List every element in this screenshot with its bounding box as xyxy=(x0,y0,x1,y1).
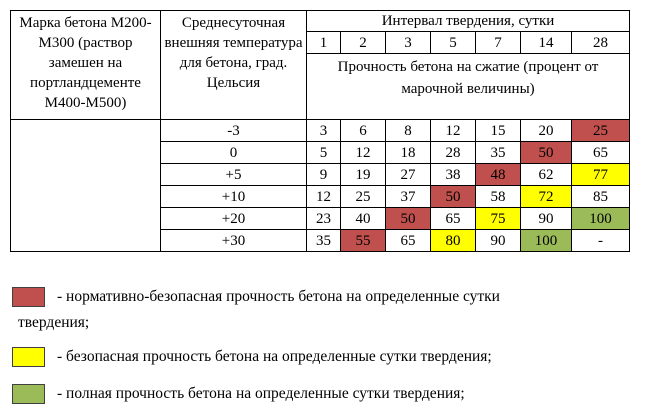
day-header-cell: 5 xyxy=(430,31,476,54)
strength-value-cell: 85 xyxy=(571,185,630,208)
strength-value-cell: 12 xyxy=(430,119,476,142)
temperature-cell: +30 xyxy=(160,229,307,252)
strength-value-cell: 50 xyxy=(430,185,476,208)
strength-value-cell: 28 xyxy=(430,141,476,164)
strength-header-row: Прочность бетона на сжатие (процент от м… xyxy=(11,53,630,120)
strength-value-cell: - xyxy=(571,229,630,252)
strength-value-cell: 25 xyxy=(571,119,630,142)
strength-value-cell: 18 xyxy=(385,141,431,164)
strength-value-cell: 6 xyxy=(340,119,386,142)
table-row: +30 35 55 65 80 90 100- xyxy=(11,229,630,252)
legend-red-text: - нормативно-безопасная прочность бетона… xyxy=(57,288,500,305)
temperature-cell: 0 xyxy=(160,141,307,164)
strength-value-cell: 27 xyxy=(385,163,431,186)
strength-value-cell: 35 xyxy=(306,229,341,252)
strength-value-cell: 50 xyxy=(520,141,572,164)
strength-value-cell: 77 xyxy=(571,163,630,186)
strength-value-cell: 62 xyxy=(520,163,572,186)
legend-red-text-cont: твердения; xyxy=(18,314,90,331)
strength-value-cell: 100 xyxy=(520,229,572,252)
strength-value-cell: 8 xyxy=(385,119,431,142)
strength-value-cell: 12 xyxy=(306,185,341,208)
strength-value-cell: 3 xyxy=(306,119,341,142)
red-swatch xyxy=(12,287,45,307)
temperature-cell: +5 xyxy=(160,163,307,186)
temperature-header: Среднесуточная внешняя температура для б… xyxy=(160,10,307,120)
strength-value-cell: 25 xyxy=(340,185,386,208)
day-header-cell: 14 xyxy=(520,31,572,54)
strength-value-cell: 9 xyxy=(306,163,341,186)
strength-value-cell: 72 xyxy=(520,185,572,208)
temperature-cell: -3 xyxy=(160,119,307,142)
temperature-cell: +10 xyxy=(160,185,307,208)
strength-value-cell: 19 xyxy=(340,163,386,186)
strength-value-cell: 58 xyxy=(475,185,521,208)
strength-value-cell: 90 xyxy=(475,229,521,252)
strength-value-cell: 12 xyxy=(340,141,386,164)
strength-value-cell: 50 xyxy=(385,207,431,230)
strength-value-cell: 35 xyxy=(475,141,521,164)
day-header-cell: 7 xyxy=(475,31,521,54)
header-row: Марка бетона М200-М300 (раствор замешен … xyxy=(10,10,630,120)
temperature-cell: +20 xyxy=(160,207,307,230)
green-swatch xyxy=(12,384,45,404)
concrete-grade-spacer xyxy=(10,119,161,252)
strength-value-cell: 80 xyxy=(430,229,476,252)
strength-value-cell: 65 xyxy=(430,207,476,230)
day-header-cell: 28 xyxy=(571,31,630,54)
days-row: 1 2 3 5 7 14 28 xyxy=(11,31,630,54)
strength-value-cell: 75 xyxy=(475,207,521,230)
strength-value-cell: 20 xyxy=(520,119,572,142)
concrete-grade-header: Марка бетона М200-М300 (раствор замешен … xyxy=(10,10,161,120)
strength-value-cell: 5 xyxy=(306,141,341,164)
strength-value-cell: 15 xyxy=(475,119,521,142)
strength-header: Прочность бетона на сжатие (процент от м… xyxy=(306,53,630,120)
table-body: Марка бетона М200-М300 (раствор замешен … xyxy=(10,10,630,252)
day-header-cell: 3 xyxy=(385,31,431,54)
strength-value-cell: 65 xyxy=(571,141,630,164)
strength-value-cell: 38 xyxy=(430,163,476,186)
concrete-strength-table: Марка бетона М200-М300 (раствор замешен … xyxy=(10,10,630,252)
strength-value-cell: 90 xyxy=(520,207,572,230)
strength-value-cell: 100 xyxy=(571,207,630,230)
strength-value-cell: 48 xyxy=(475,163,521,186)
day-header-cell: 1 xyxy=(306,31,341,54)
legend-green-text: - полная прочность бетона на определенны… xyxy=(57,385,465,402)
strength-value-cell: 23 xyxy=(306,207,341,230)
table-row: -3 3 6 8 12 15 20 25 xyxy=(10,119,630,252)
legend-yellow-text: - безопасная прочность бетона на определ… xyxy=(57,348,492,365)
strength-value-cell: 55 xyxy=(340,229,386,252)
strength-value-cell: 65 xyxy=(385,229,431,252)
strength-value-cell: 40 xyxy=(340,207,386,230)
day-header-cell: 2 xyxy=(340,31,386,54)
strength-value-cell: 37 xyxy=(385,185,431,208)
yellow-swatch xyxy=(12,347,45,367)
interval-header: Интервал твердения, сутки xyxy=(306,10,630,32)
